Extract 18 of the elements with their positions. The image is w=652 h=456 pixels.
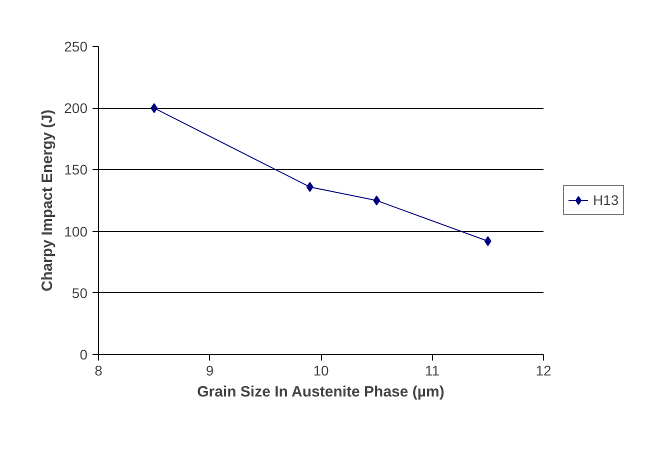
y-tick-label: 200 (64, 100, 88, 116)
y-tick-label: 100 (64, 223, 88, 240)
point (373, 196, 380, 206)
x-axis-title: Grain Size In Austenite Phase (µm) (197, 384, 444, 400)
point (150, 103, 158, 114)
y-tick-label: 0 (80, 346, 88, 362)
x-tick-label: 11 (424, 362, 440, 378)
x-tick-label: 9 (206, 362, 214, 378)
y-axis-title: Charpy Impact Energy (J) (39, 110, 56, 292)
y-tick-label: 250 (64, 38, 88, 54)
y-tick-label: 50 (72, 284, 88, 301)
legend-label: H13 (593, 192, 619, 208)
y-tick-label: 150 (64, 162, 88, 178)
x-tick-label: 12 (536, 362, 552, 378)
x-tick-label: 10 (313, 362, 329, 378)
x-tick-label: 8 (94, 362, 103, 378)
point (484, 236, 492, 246)
point (306, 182, 314, 192)
